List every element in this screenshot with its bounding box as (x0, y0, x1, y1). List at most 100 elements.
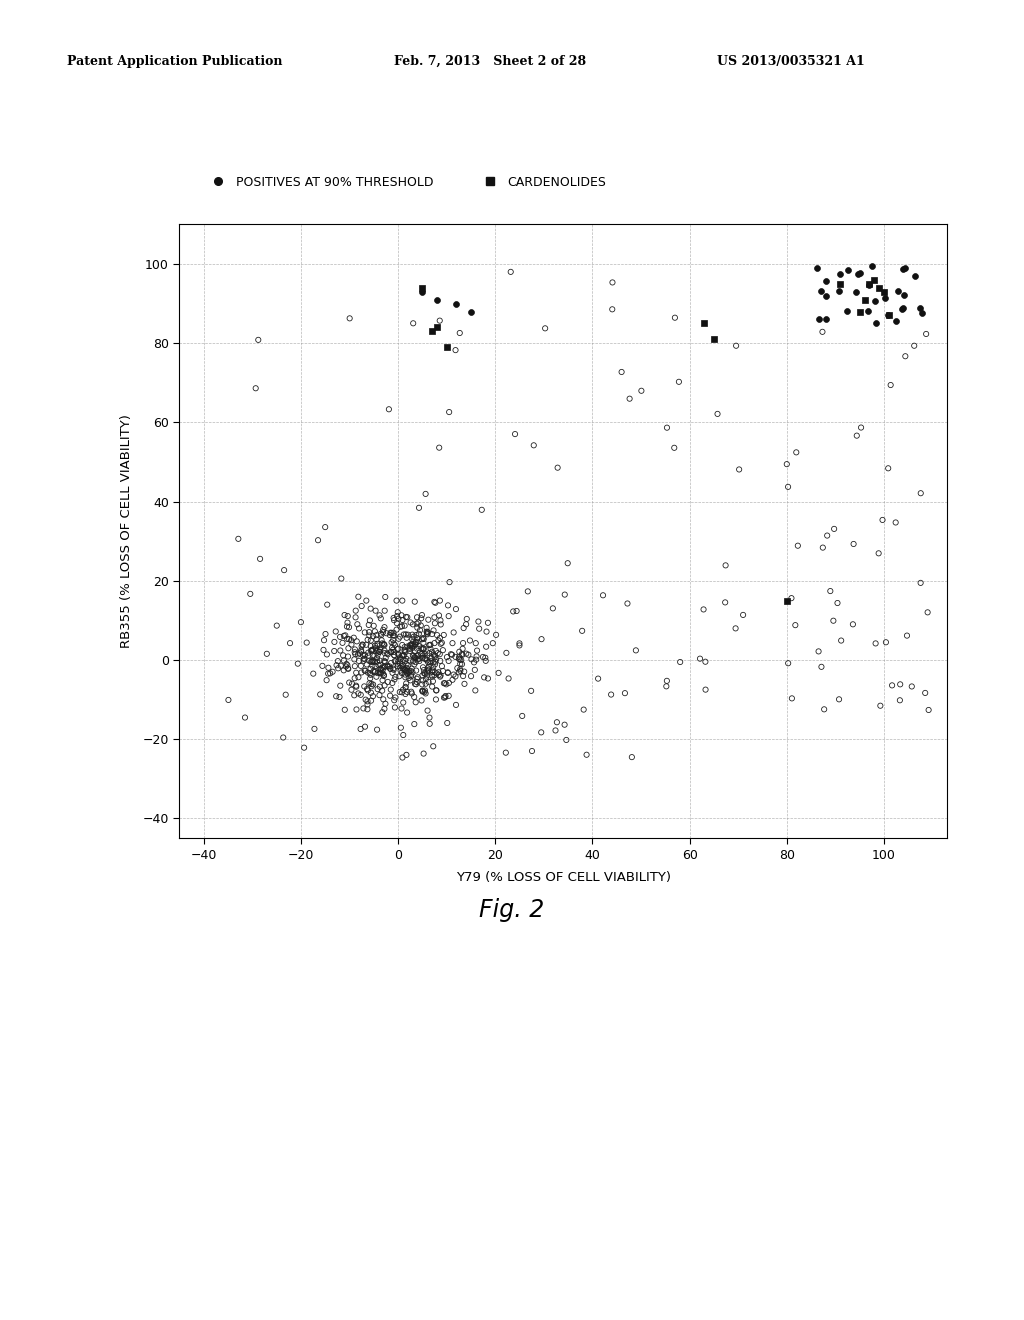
Point (432, 614, 449, 635)
Point (356, 622, 373, 643)
Point (418, 682, 434, 704)
Point (401, 639, 418, 660)
Point (547, 719, 563, 741)
Point (692, 648, 709, 669)
Point (355, 651, 372, 672)
Point (403, 657, 420, 678)
Point (402, 634, 419, 655)
Point (375, 660, 391, 681)
Point (390, 644, 407, 665)
Point (436, 673, 453, 694)
Point (453, 649, 469, 671)
Point (282, 632, 298, 653)
Point (392, 647, 409, 668)
Point (372, 685, 388, 706)
Point (386, 651, 402, 672)
Point (365, 645, 381, 667)
Point (387, 686, 403, 708)
Point (830, 689, 847, 710)
Point (549, 711, 565, 733)
Point (404, 644, 421, 665)
Point (404, 628, 421, 649)
Point (391, 681, 408, 702)
Point (361, 651, 378, 672)
Point (718, 554, 734, 576)
Point (362, 690, 379, 711)
Point (451, 648, 467, 669)
Point (374, 630, 390, 651)
Point (339, 612, 355, 634)
Point (431, 437, 447, 458)
Point (388, 619, 404, 640)
Point (896, 285, 912, 306)
Point (778, 590, 795, 611)
Point (372, 663, 388, 684)
Point (384, 672, 400, 693)
Point (415, 627, 431, 648)
Point (468, 649, 484, 671)
Point (395, 725, 412, 746)
Point (408, 632, 424, 653)
Point (411, 648, 427, 669)
Point (317, 516, 334, 537)
Point (440, 606, 457, 627)
Point (417, 648, 433, 669)
Point (604, 272, 621, 293)
Point (816, 698, 833, 719)
Point (476, 667, 493, 688)
Point (348, 698, 365, 719)
Point (378, 623, 394, 644)
Point (408, 652, 424, 673)
Point (382, 624, 398, 645)
Point (372, 659, 388, 680)
Point (408, 634, 424, 655)
Point (242, 583, 258, 605)
Point (507, 424, 523, 445)
Point (420, 609, 436, 630)
Point (350, 586, 367, 607)
Point (416, 638, 432, 659)
Point (332, 686, 348, 708)
Point (352, 655, 369, 676)
Point (358, 590, 375, 611)
Point (557, 583, 573, 605)
Point (878, 632, 894, 653)
Point (912, 483, 929, 504)
Point (367, 635, 383, 656)
Point (427, 661, 443, 682)
Point (356, 660, 373, 681)
Point (462, 630, 478, 651)
Point (574, 620, 591, 642)
Point (373, 663, 389, 684)
Point (428, 640, 444, 661)
Point (364, 673, 380, 694)
Point (365, 655, 381, 676)
Point (369, 628, 385, 649)
Point (840, 260, 856, 281)
Point (374, 632, 390, 653)
Point (420, 700, 436, 721)
Point (394, 747, 411, 768)
Point (398, 653, 415, 675)
Point (480, 668, 497, 689)
Point (416, 663, 432, 684)
Point (398, 744, 415, 766)
Point (871, 277, 888, 298)
Point (780, 477, 797, 498)
Point (406, 645, 422, 667)
Point (525, 434, 542, 455)
Point (912, 298, 929, 319)
Point (435, 640, 452, 661)
Point (419, 623, 435, 644)
Point (385, 659, 401, 680)
Point (407, 647, 423, 668)
Point (511, 635, 527, 656)
Point (419, 624, 435, 645)
Point (389, 602, 406, 623)
Point (856, 289, 872, 310)
Point (315, 639, 332, 660)
Point (499, 643, 515, 664)
Point (389, 639, 406, 660)
Point (671, 371, 687, 392)
Point (452, 659, 468, 680)
